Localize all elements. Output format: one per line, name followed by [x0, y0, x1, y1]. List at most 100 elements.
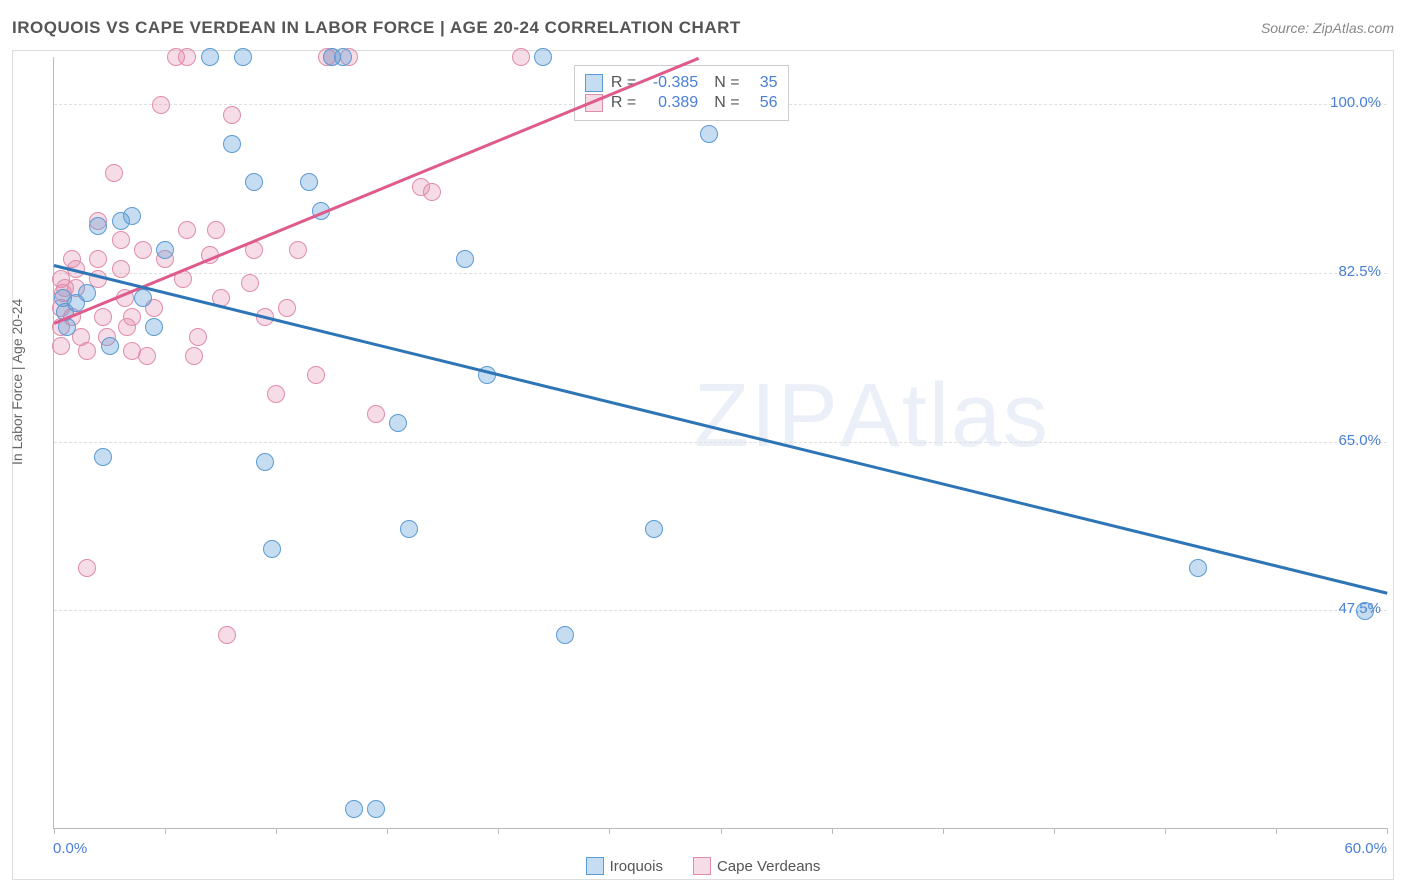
data-point-capeverdean: [134, 241, 152, 259]
data-point-capeverdean: [89, 250, 107, 268]
data-point-capeverdean: [78, 342, 96, 360]
x-tick: [165, 828, 166, 834]
legend-label-iroquois: Iroquois: [610, 858, 663, 875]
data-point-iroquois: [145, 318, 163, 336]
data-point-iroquois: [1189, 559, 1207, 577]
data-point-iroquois: [645, 520, 663, 538]
data-point-capeverdean: [307, 366, 325, 384]
data-point-iroquois: [156, 241, 174, 259]
x-tick: [721, 828, 722, 834]
data-point-capeverdean: [185, 347, 203, 365]
data-point-capeverdean: [78, 559, 96, 577]
data-point-iroquois: [89, 217, 107, 235]
x-tick: [943, 828, 944, 834]
y-tick-label: 100.0%: [1330, 94, 1381, 111]
x-tick: [609, 828, 610, 834]
data-point-iroquois: [534, 48, 552, 66]
x-axis-labels: 0.0% 60.0%: [53, 840, 1387, 857]
data-point-capeverdean: [207, 221, 225, 239]
data-point-capeverdean: [278, 299, 296, 317]
trend-line: [54, 264, 1388, 594]
title-bar: IROQUOIS VS CAPE VERDEAN IN LABOR FORCE …: [12, 18, 1394, 38]
data-point-capeverdean: [105, 164, 123, 182]
legend-swatch: [585, 74, 603, 92]
data-point-iroquois: [1356, 602, 1374, 620]
chart-container: In Labor Force | Age 20-24 ZIPAtlas 47.5…: [12, 50, 1394, 880]
x-tick: [832, 828, 833, 834]
gridline-h: [54, 273, 1387, 274]
x-tick: [1387, 828, 1388, 834]
y-axis-title: In Labor Force | Age 20-24: [9, 299, 25, 465]
source-label: Source: ZipAtlas.com: [1261, 20, 1394, 36]
data-point-capeverdean: [189, 328, 207, 346]
data-point-iroquois: [556, 626, 574, 644]
data-point-iroquois: [456, 250, 474, 268]
data-point-iroquois: [334, 48, 352, 66]
data-point-iroquois: [101, 337, 119, 355]
x-tick: [498, 828, 499, 834]
data-point-iroquois: [223, 135, 241, 153]
data-point-iroquois: [400, 520, 418, 538]
data-point-capeverdean: [223, 106, 241, 124]
watermark: ZIPAtlas: [694, 365, 1050, 468]
x-tick: [54, 828, 55, 834]
legend-swatch-iroquois: [586, 857, 604, 875]
legend-row-capeverdean: R = 0.389 N = 56: [585, 94, 778, 112]
data-point-iroquois: [300, 173, 318, 191]
trend-line: [54, 57, 699, 324]
data-point-capeverdean: [241, 274, 259, 292]
legend-swatch-capeverdean: [693, 857, 711, 875]
chart-title: IROQUOIS VS CAPE VERDEAN IN LABOR FORCE …: [12, 18, 741, 38]
n-label: N =: [714, 74, 739, 92]
x-tick: [1276, 828, 1277, 834]
data-point-iroquois: [94, 448, 112, 466]
legend-label-capeverdean: Cape Verdeans: [717, 858, 820, 875]
data-point-capeverdean: [423, 183, 441, 201]
x-tick: [1054, 828, 1055, 834]
data-point-iroquois: [700, 125, 718, 143]
data-point-capeverdean: [218, 626, 236, 644]
x-tick: [387, 828, 388, 834]
x-min-label: 0.0%: [53, 840, 87, 857]
legend-item-iroquois: Iroquois: [586, 857, 663, 875]
data-point-capeverdean: [267, 385, 285, 403]
correlation-legend: R =-0.385N =35R =0.389N =56: [574, 65, 789, 121]
n-label: N =: [714, 94, 739, 112]
data-point-iroquois: [345, 800, 363, 818]
data-point-iroquois: [389, 414, 407, 432]
data-point-iroquois: [263, 540, 281, 558]
data-point-iroquois: [78, 284, 96, 302]
data-point-capeverdean: [178, 221, 196, 239]
data-point-iroquois: [234, 48, 252, 66]
plot-area: ZIPAtlas 47.5%65.0%82.5%100.0%R =-0.385N…: [53, 57, 1387, 829]
data-point-iroquois: [201, 48, 219, 66]
data-point-iroquois: [134, 289, 152, 307]
gridline-h: [54, 610, 1387, 611]
data-point-capeverdean: [94, 308, 112, 326]
data-point-iroquois: [245, 173, 263, 191]
r-value: 0.389: [644, 94, 698, 112]
n-value: 35: [748, 74, 778, 92]
y-tick-label: 82.5%: [1338, 263, 1381, 280]
data-point-capeverdean: [112, 231, 130, 249]
n-value: 56: [748, 94, 778, 112]
data-point-capeverdean: [52, 337, 70, 355]
data-point-capeverdean: [512, 48, 530, 66]
x-tick: [1165, 828, 1166, 834]
legend-row-iroquois: R =-0.385N =35: [585, 74, 778, 92]
data-point-capeverdean: [178, 48, 196, 66]
legend-item-capeverdean: Cape Verdeans: [693, 857, 820, 875]
data-point-capeverdean: [152, 96, 170, 114]
data-point-capeverdean: [367, 405, 385, 423]
x-tick: [276, 828, 277, 834]
data-point-capeverdean: [289, 241, 307, 259]
data-point-iroquois: [256, 453, 274, 471]
bottom-legend: Iroquois Cape Verdeans: [13, 857, 1393, 875]
data-point-capeverdean: [123, 308, 141, 326]
r-label: R =: [611, 94, 636, 112]
x-max-label: 60.0%: [1344, 840, 1387, 857]
y-tick-label: 65.0%: [1338, 432, 1381, 449]
data-point-capeverdean: [138, 347, 156, 365]
data-point-iroquois: [123, 207, 141, 225]
data-point-capeverdean: [112, 260, 130, 278]
